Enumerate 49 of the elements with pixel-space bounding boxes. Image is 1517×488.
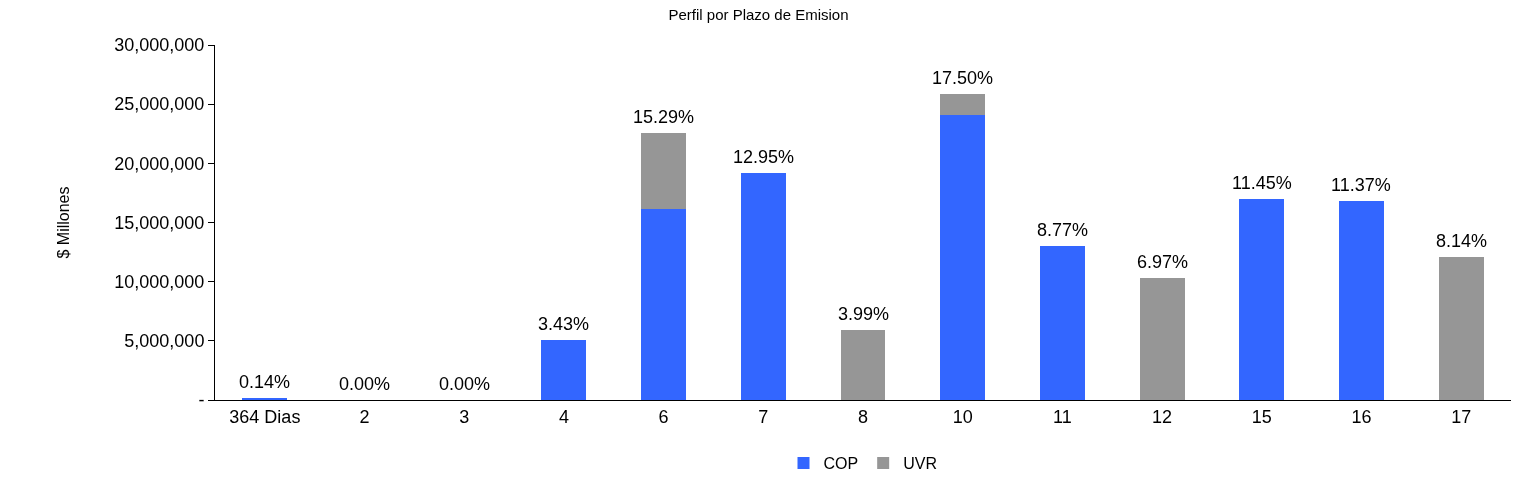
annotation: 0.00% [339,374,391,394]
bar [1039,246,1085,400]
legend-label: UVR [903,455,937,473]
y-axis-title: $ Millones [55,186,73,259]
x-tick-label: 11 [1053,406,1072,427]
bar [940,114,986,400]
bar [940,93,986,115]
x-tick-label: 10 [952,406,973,427]
x-tick-label: 4 [558,406,569,427]
bar [1339,201,1384,400]
x-tick-label: 2 [359,406,370,427]
y-tick-label: 25,000,000 [114,94,205,115]
x-tick-label: 15 [1251,406,1272,427]
x-tick-label: 364 Dias [229,406,301,427]
bar [1239,198,1285,400]
bar [1438,256,1484,400]
annotation: 0.14% [239,372,291,392]
x-tick-label: 8 [857,406,869,427]
annotation: 15.29% [633,107,695,127]
x-tick-label: 12 [1152,406,1173,427]
annotation: 6.97% [1137,252,1189,272]
x-tick-label: 6 [658,406,669,427]
y-tick-label: 10,000,000 [114,271,205,292]
annotation: 8.14% [1436,231,1488,251]
y-tick-label: - [198,390,205,411]
annotation: 11.45% [1232,173,1292,193]
bar [641,209,687,400]
bar [840,330,886,400]
annotation: 3.43% [538,314,590,334]
x-tick-label: 17 [1451,406,1472,427]
x-tick-label: 3 [459,406,470,427]
annotation: 0.00% [439,374,491,394]
y-tick-label: 20,000,000 [114,153,205,174]
y-tick-label: 15,000,000 [114,212,205,233]
annotation: 11.37% [1331,175,1391,195]
annotation: 8.77% [1037,220,1089,240]
annotation: 17.50% [932,68,994,88]
bar [1139,278,1185,400]
annotation: 12.95% [733,147,795,167]
y-tick-label: 5,000,000 [124,331,205,352]
bar [641,132,687,210]
x-tick-label: 16 [1351,406,1372,427]
annotation: 3.99% [838,304,890,324]
y-tick-label: 30,000,000 [114,35,205,56]
legend-label: COP [823,455,859,473]
chart-title: Perfil por Plazo de Emision [668,6,849,24]
bar [740,172,786,400]
x-tick-label: 7 [758,406,769,427]
bar [541,339,587,400]
